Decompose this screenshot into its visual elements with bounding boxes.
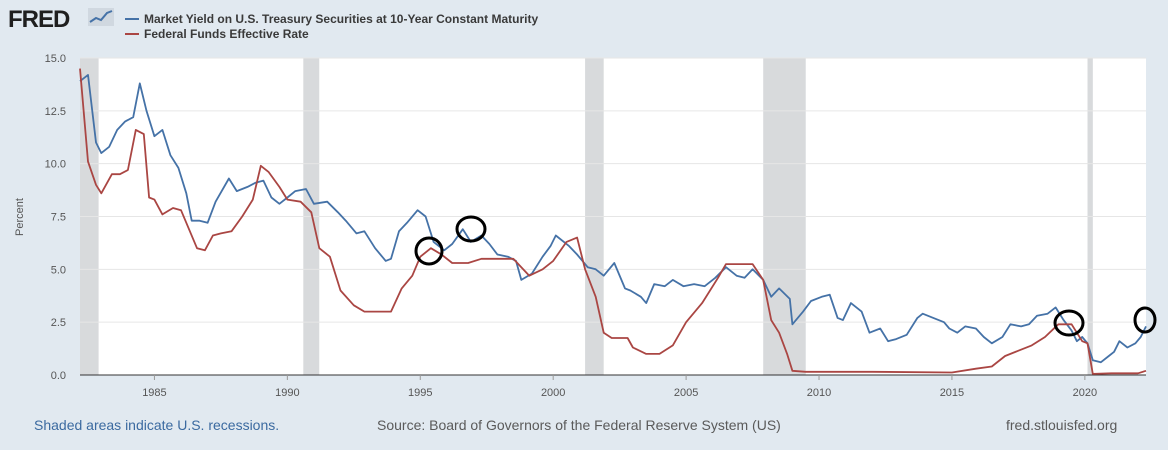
y-tick-label: 5.0 (51, 264, 66, 276)
x-tick-label: 2010 (807, 387, 831, 399)
annotation-circle-1997 (455, 215, 487, 243)
fred-logo[interactable]: FRED (8, 6, 70, 33)
x-tick-label: 2005 (674, 387, 698, 399)
x-tick-label: 1995 (408, 387, 432, 399)
x-axis-ticks: 1985 1990 1995 2000 2005 2010 2015 2020 (142, 375, 1097, 399)
y-axis-ticks: 0.0 2.5 5.0 7.5 10.0 12.5 15.0 (45, 53, 66, 382)
series-lines (79, 68, 1147, 375)
x-tick-label: 1990 (275, 387, 299, 399)
y-axis-label: Percent (14, 198, 26, 236)
y-tick-label: 15.0 (45, 53, 66, 65)
x-tick-label: 2015 (940, 387, 964, 399)
legend-swatch-red (125, 32, 139, 35)
source-note: Source: Board of Governors of the Federa… (377, 417, 781, 433)
legend-label-fedfunds: Federal Funds Effective Rate (144, 27, 309, 41)
gridlines (80, 57, 1146, 376)
annotation-circle-2022 (1133, 306, 1157, 334)
y-tick-label: 2.5 (51, 317, 66, 329)
y-tick-label: 10.0 (45, 159, 66, 171)
y-tick-label: 0.0 (51, 370, 66, 382)
y-tick-label: 12.5 (45, 106, 66, 118)
x-tick-label: 1985 (142, 387, 166, 399)
legend-item-10yr[interactable]: Market Yield on U.S. Treasury Securities… (125, 12, 538, 26)
x-tick-label: 2020 (1073, 387, 1097, 399)
legend-item-fedfunds[interactable]: Federal Funds Effective Rate (125, 27, 309, 41)
legend-swatch-blue (125, 17, 139, 20)
site-link[interactable]: fred.stlouisfed.org (1006, 417, 1118, 433)
annotations (414, 215, 1157, 337)
legend-label-10yr: Market Yield on U.S. Treasury Securities… (144, 12, 539, 26)
series-line-10yr-yield[interactable] (79, 74, 1147, 364)
annotation-circle-2019 (1053, 309, 1085, 337)
recession-note-link[interactable]: Shaded areas indicate U.S. recessions. (34, 417, 280, 433)
x-tick-label: 2000 (541, 387, 565, 399)
series-line-fed-funds[interactable] (79, 68, 1147, 375)
fred-chart-icon (88, 8, 114, 26)
y-tick-label: 7.5 (51, 212, 66, 224)
annotation-circle-1995 (414, 236, 444, 266)
